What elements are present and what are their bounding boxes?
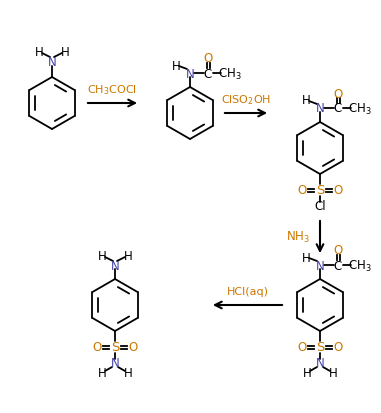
Text: C: C bbox=[334, 102, 342, 115]
Text: HCl(aq): HCl(aq) bbox=[227, 286, 269, 296]
Text: N: N bbox=[315, 102, 324, 115]
Text: S: S bbox=[316, 184, 324, 197]
Text: H: H bbox=[123, 250, 132, 263]
Text: H: H bbox=[35, 46, 43, 59]
Text: H: H bbox=[303, 367, 311, 380]
Text: H: H bbox=[98, 367, 106, 380]
Text: H: H bbox=[171, 59, 180, 72]
Text: CH$_3$COCl: CH$_3$COCl bbox=[87, 83, 137, 97]
Text: O: O bbox=[92, 341, 102, 354]
Text: O: O bbox=[203, 52, 213, 65]
Text: S: S bbox=[111, 341, 119, 354]
Text: N: N bbox=[315, 259, 324, 272]
Text: N: N bbox=[110, 357, 119, 370]
Text: O: O bbox=[333, 87, 343, 100]
Text: N: N bbox=[110, 259, 119, 272]
Text: H: H bbox=[329, 367, 337, 380]
Text: C: C bbox=[334, 259, 342, 272]
Text: O: O bbox=[333, 244, 343, 257]
Text: O: O bbox=[298, 341, 307, 354]
Text: N: N bbox=[48, 55, 56, 68]
Text: H: H bbox=[302, 94, 311, 107]
Text: O: O bbox=[333, 341, 343, 354]
Text: ClSO$_2$OH: ClSO$_2$OH bbox=[221, 93, 271, 107]
Text: C: C bbox=[204, 67, 212, 80]
Text: H: H bbox=[61, 46, 69, 59]
Text: N: N bbox=[186, 67, 194, 80]
Text: S: S bbox=[316, 341, 324, 354]
Text: H: H bbox=[123, 367, 132, 380]
Text: Cl: Cl bbox=[314, 200, 326, 213]
Text: NH$_3$: NH$_3$ bbox=[286, 229, 310, 244]
Text: CH$_3$: CH$_3$ bbox=[348, 101, 372, 116]
Text: H: H bbox=[98, 250, 106, 263]
Text: O: O bbox=[298, 184, 307, 197]
Text: N: N bbox=[315, 357, 324, 370]
Text: O: O bbox=[333, 184, 343, 197]
Text: H: H bbox=[302, 251, 311, 264]
Text: O: O bbox=[128, 341, 138, 354]
Text: CH$_3$: CH$_3$ bbox=[348, 258, 372, 273]
Text: CH$_3$: CH$_3$ bbox=[218, 66, 242, 81]
